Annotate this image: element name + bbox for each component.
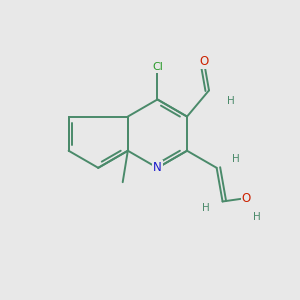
Text: N: N — [153, 161, 162, 174]
Text: H: H — [202, 203, 209, 213]
Text: O: O — [199, 55, 208, 68]
Text: O: O — [242, 192, 251, 205]
Text: H: H — [232, 154, 239, 164]
Text: H: H — [227, 96, 235, 106]
Text: Cl: Cl — [152, 62, 163, 72]
Text: H: H — [253, 212, 261, 222]
